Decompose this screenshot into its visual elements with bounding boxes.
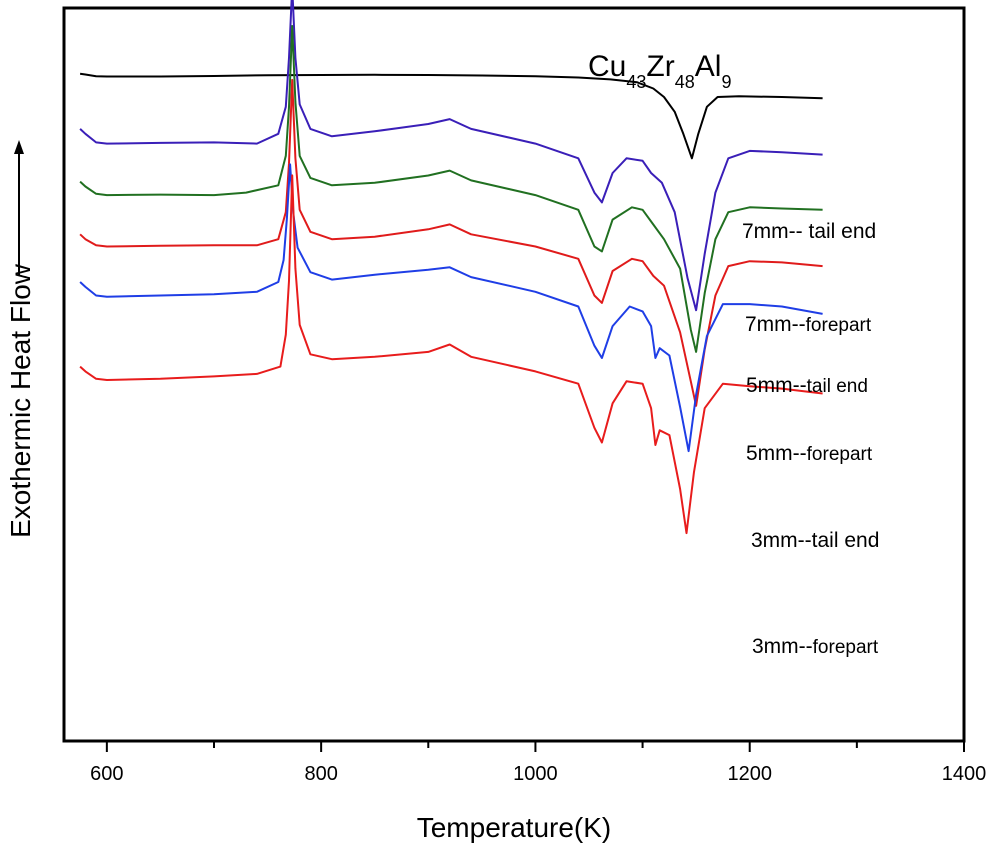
y-axis-title: Exothermic Heat Flow — [5, 263, 36, 538]
series-label-2: 5mm--tail end — [746, 374, 868, 397]
y-axis-arrow — [14, 140, 24, 275]
series-label-0: 7mm-- tail end — [742, 220, 876, 243]
series-label-3: 5mm--forepart — [746, 442, 873, 465]
series-line-2 — [79, 25, 823, 353]
series-lines — [79, 0, 823, 535]
x-tick-label: 1400 — [942, 763, 987, 785]
plot-frame — [62, 6, 966, 743]
x-axis-title: Temperature(K) — [417, 812, 612, 843]
series-line-4 — [79, 163, 823, 453]
series-line-5 — [79, 174, 823, 535]
series-line-1 — [79, 0, 823, 312]
x-tick-label: 1000 — [513, 763, 558, 785]
series-label-4: 3mm--tail end — [751, 529, 879, 552]
series-line-3 — [79, 78, 823, 407]
x-axis: 600 800 1000 1200 1400 — [90, 741, 986, 785]
x-tick-label: 800 — [304, 763, 337, 785]
series-labels: 7mm-- tail end 7mm--forepart 5mm--tail end… — [742, 220, 879, 658]
x-tick-label: 600 — [90, 763, 123, 785]
series-label-1: 7mm--forepart — [745, 313, 872, 336]
chart-title: Cu43Zr48Al9 — [588, 50, 731, 92]
series-line-0 — [79, 72, 823, 160]
series-label-5: 3mm--forepart — [752, 635, 879, 658]
x-tick-label: 1200 — [727, 763, 772, 785]
